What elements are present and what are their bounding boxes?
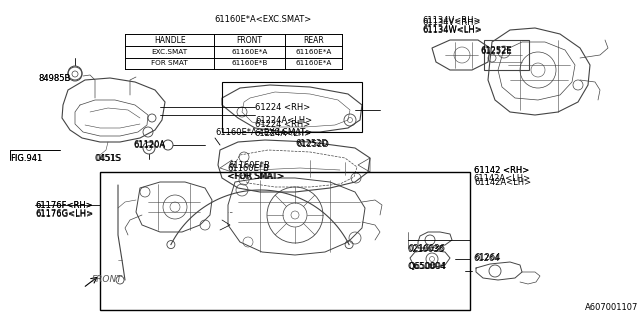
Text: Q650004: Q650004 <box>408 261 446 270</box>
Text: FIG.941: FIG.941 <box>10 154 42 163</box>
Text: 0451S: 0451S <box>95 154 121 163</box>
Text: 61224A<LH>: 61224A<LH> <box>255 116 312 124</box>
Text: 61252E: 61252E <box>480 45 511 54</box>
Text: 61142 <RH>: 61142 <RH> <box>474 166 529 175</box>
Bar <box>100 172 470 310</box>
Text: 84985B: 84985B <box>38 74 71 83</box>
Text: 61252D: 61252D <box>296 140 329 148</box>
Text: 61120A: 61120A <box>133 140 165 149</box>
Text: 61224A<LH>: 61224A<LH> <box>255 129 312 138</box>
Text: 61142A<LH>: 61142A<LH> <box>474 174 531 183</box>
Text: 61134W<LH>: 61134W<LH> <box>422 25 482 34</box>
Text: 0451S: 0451S <box>95 154 121 163</box>
Text: 61160E*B: 61160E*B <box>232 60 268 66</box>
Text: 61252D: 61252D <box>296 139 328 148</box>
Text: 61224 <RH>: 61224 <RH> <box>255 102 310 111</box>
Text: EXC.SMAT: EXC.SMAT <box>152 49 188 55</box>
Text: REAR: REAR <box>303 36 324 44</box>
Text: 0210036: 0210036 <box>408 244 445 253</box>
Text: 61160E*A<EXC.SMAT>: 61160E*A<EXC.SMAT> <box>214 15 312 24</box>
Text: FOR SMAT: FOR SMAT <box>151 60 188 66</box>
Text: 61160E*B: 61160E*B <box>228 161 270 170</box>
Text: 61142A<LH>: 61142A<LH> <box>474 178 531 187</box>
Text: 61264: 61264 <box>474 254 500 263</box>
Text: 61176F<RH>: 61176F<RH> <box>35 201 93 210</box>
Text: <FOR SMAT>: <FOR SMAT> <box>227 172 284 180</box>
Text: Q650004: Q650004 <box>408 262 447 271</box>
Text: 84985B: 84985B <box>38 74 70 83</box>
Text: HANDLE: HANDLE <box>154 36 186 44</box>
Text: 61142 <RH>: 61142 <RH> <box>474 165 529 174</box>
Text: 61134V<RH>: 61134V<RH> <box>422 18 481 27</box>
Text: FRONT: FRONT <box>237 36 262 44</box>
Text: 61176F<RH>: 61176F<RH> <box>35 201 93 210</box>
Text: FRONT: FRONT <box>92 276 123 284</box>
Text: A607001107: A607001107 <box>584 303 638 312</box>
Text: 61160E*A: 61160E*A <box>296 60 332 66</box>
Text: 61160E*A: 61160E*A <box>232 49 268 55</box>
Text: 61176G<LH>: 61176G<LH> <box>35 210 93 219</box>
Text: 61160E*B: 61160E*B <box>227 164 269 172</box>
Bar <box>222 82 362 132</box>
Text: 61160E*A<EXC.SMAT>: 61160E*A<EXC.SMAT> <box>215 127 312 137</box>
Text: <FOR SMAT>: <FOR SMAT> <box>228 172 285 180</box>
Text: 0210036: 0210036 <box>408 244 445 253</box>
Text: 61224 <RH>: 61224 <RH> <box>255 120 310 129</box>
Text: 61264: 61264 <box>474 253 500 262</box>
Text: 61134V<RH>: 61134V<RH> <box>422 16 481 25</box>
Text: 61252E: 61252E <box>480 47 511 56</box>
Text: 61134W<LH>: 61134W<LH> <box>422 26 482 35</box>
Text: 61176G<LH>: 61176G<LH> <box>35 210 93 219</box>
Text: 61120A: 61120A <box>133 140 165 149</box>
Text: 61160E*A: 61160E*A <box>296 49 332 55</box>
Bar <box>484 40 529 70</box>
Text: FIG.941: FIG.941 <box>10 154 42 163</box>
